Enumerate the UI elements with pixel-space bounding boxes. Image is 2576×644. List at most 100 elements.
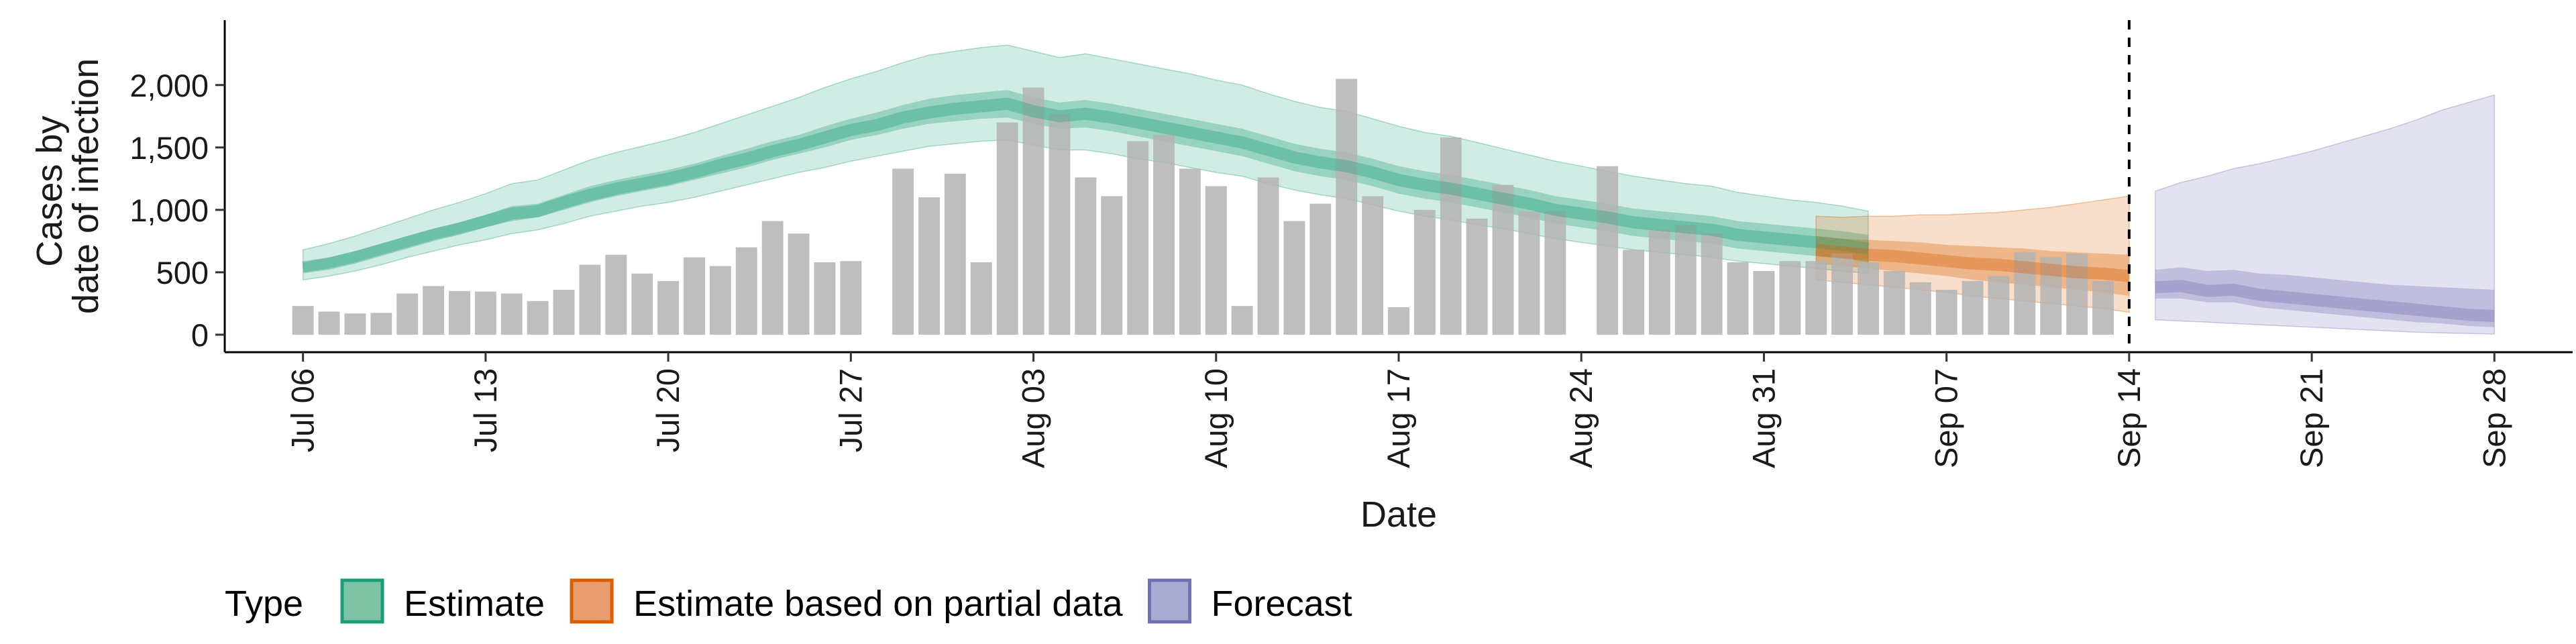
x-tick-label: Jul 06 [285,368,321,452]
bar [1466,218,1488,335]
bar [1179,168,1201,335]
bar [735,247,757,335]
bar [1883,271,1905,335]
bar [1336,78,1358,335]
bar [500,293,523,335]
band-inner-2 [2155,267,2495,327]
x-tick-label: Jul 20 [650,368,686,452]
bar [814,262,836,335]
legend-swatch [570,578,614,624]
bar [1909,282,1931,335]
bar [1623,250,1644,335]
x-tick-label: Jul 27 [833,368,868,452]
bar [449,290,470,335]
legend-swatch [340,578,384,624]
y-tick-label: 500 [156,255,209,290]
bar [396,293,419,335]
legend-swatch [1148,578,1192,624]
bar [2040,257,2062,335]
bar [1518,211,1540,335]
bar [996,122,1018,335]
bar [1205,186,1227,335]
bar [1153,135,1175,335]
bar [1101,196,1123,335]
bar [1805,261,1827,335]
median-line-1 [1815,244,2130,282]
bar [1049,113,1071,335]
bar [684,257,705,335]
bar [1935,290,1957,335]
bar [1831,254,1854,335]
bar [944,173,966,335]
legend-title: Type [225,584,303,624]
y-axis-title: Cases by date of infection [30,58,106,314]
bar [1597,166,1619,335]
bar [1283,221,1305,335]
bar [1231,306,1253,335]
bar [1648,229,1670,335]
bar [423,286,445,335]
x-tick-label: Sep 21 [2294,368,2329,468]
bar [1492,184,1514,335]
bar [2092,280,2114,335]
bar [2014,252,2036,335]
x-tick-label: Sep 28 [2476,368,2512,468]
x-tick-label: Aug 24 [1563,368,1599,468]
bar [2066,254,2088,335]
y-axis-ticks: 0 500 1,000 1,500 2,000 [129,68,225,353]
bar [631,273,653,335]
bar [840,261,862,335]
x-tick-label: Aug 10 [1198,368,1234,468]
legend: Type Estimate Estimate based on partial d… [225,578,1352,624]
bar [970,262,992,335]
bar [1413,209,1436,335]
bar [709,266,731,335]
bar [1988,276,2010,335]
bars-layer [292,78,2114,335]
x-tick-label: Jul 13 [468,368,503,452]
y-tick-label: 1,500 [129,130,209,166]
band-outer-2 [2155,94,2496,335]
y-tick-label: 2,000 [129,68,209,103]
bar [918,197,940,335]
bar [892,168,914,335]
bar [1388,307,1409,335]
bar [1257,177,1279,335]
bar [1727,262,1749,335]
legend-label: Forecast [1212,584,1352,624]
bar [1075,177,1097,335]
x-tick-label: Aug 31 [1746,368,1781,468]
bar [1701,233,1723,335]
bar [474,291,496,335]
bar [1753,271,1775,335]
bar [1309,203,1332,335]
x-tick-label: Aug 03 [1016,368,1051,468]
bar [1962,280,1984,335]
x-axis-ticks: Jul 06 Jul 13 Jul 20 Jul 27 Aug 03 Aug 10 Aug … [285,352,2512,468]
bar [1022,87,1044,335]
x-tick-label: Aug 17 [1381,368,1416,468]
bar [788,233,810,335]
bar [1858,262,1879,335]
bar [370,313,392,335]
y-axis-title-line-1: Cases by [30,115,70,266]
bar [1362,196,1384,335]
bar [1779,261,1801,335]
legend-label: Estimate based on partial data [633,584,1123,624]
bar [527,301,549,335]
x-tick-label: Sep 14 [2111,368,2147,468]
median-line-2 [2155,280,2495,322]
legend-label: Estimate [404,584,545,624]
bar [761,221,784,335]
bar [1440,137,1462,335]
bar [1127,141,1149,335]
medians-layer [302,97,2495,322]
median-line-0 [302,97,1870,274]
x-tick-label: Sep 07 [1929,368,1964,468]
bar [1544,211,1566,335]
bar [318,311,340,335]
bar [292,306,314,335]
bar [553,290,575,335]
bar [344,313,366,335]
